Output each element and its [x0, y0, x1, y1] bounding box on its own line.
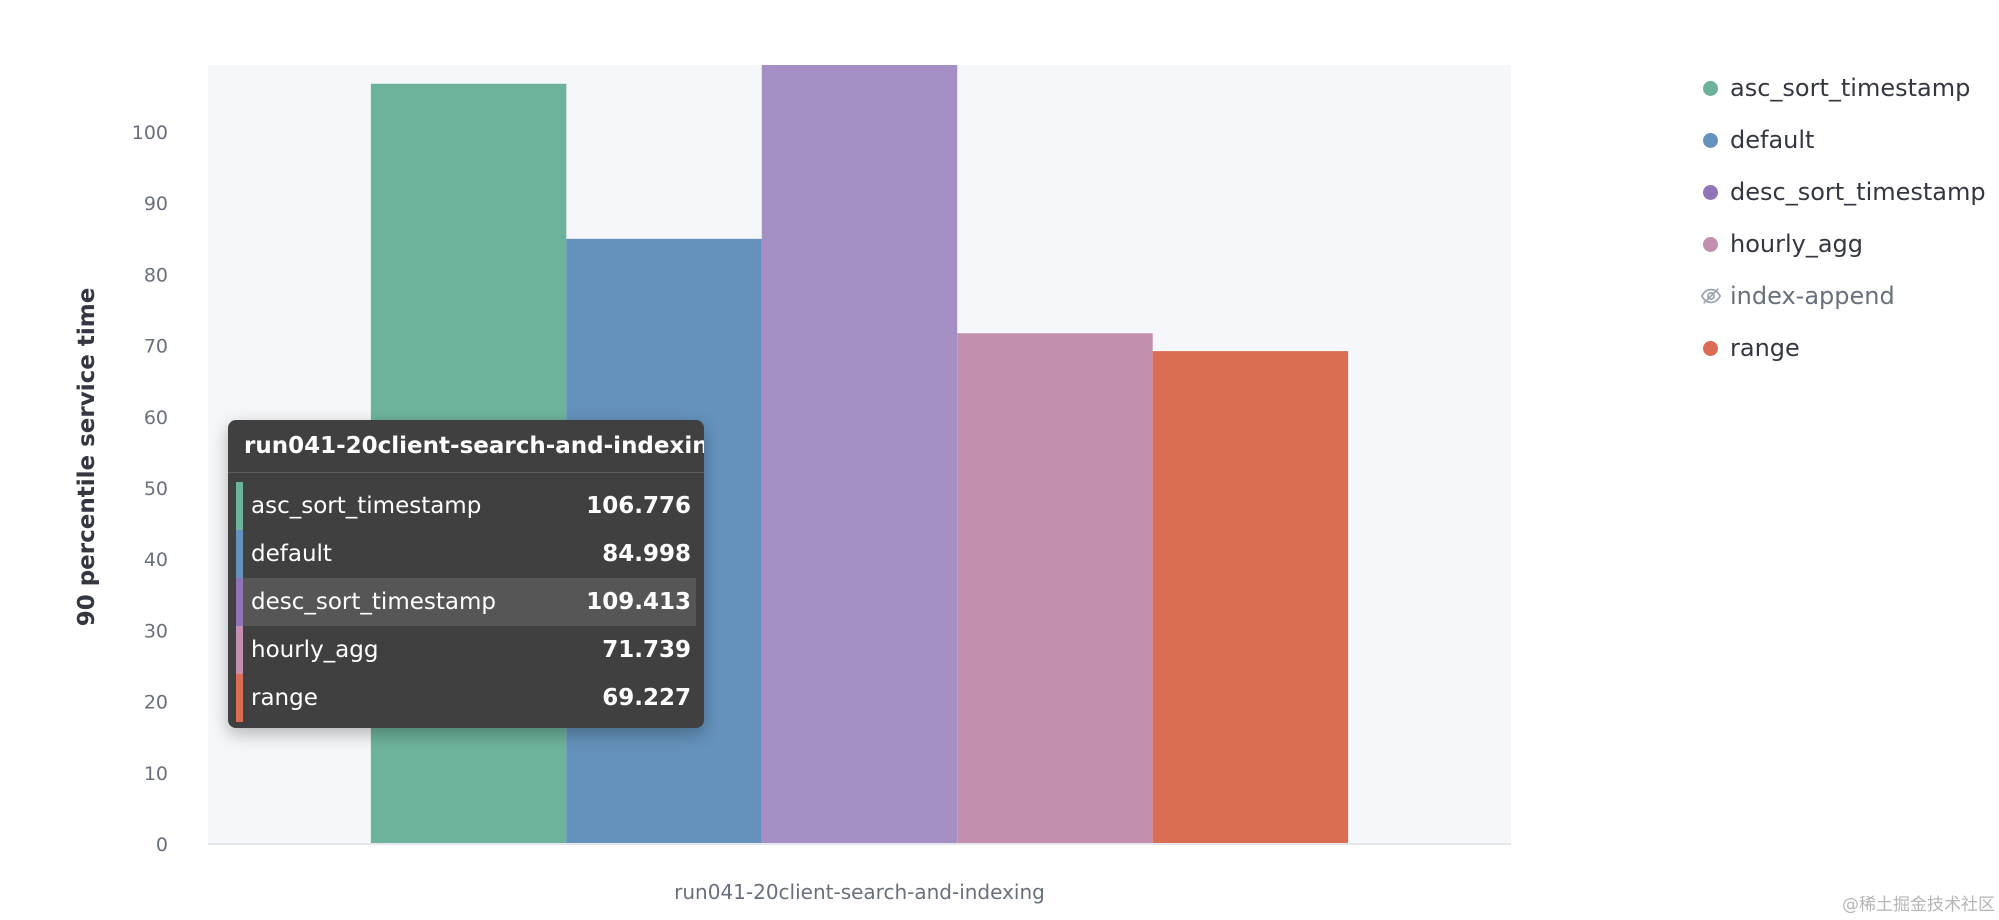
legend-item-range[interactable]: range [1700, 322, 1990, 374]
legend-label: asc_sort_timestamp [1730, 74, 1971, 102]
bar-desc-sort-timestamp[interactable] [761, 65, 958, 844]
tooltip-series-name: desc_sort_timestamp [251, 589, 496, 615]
y-tick-label: 30 [144, 620, 168, 642]
tooltip-series-name: hourly_agg [251, 637, 379, 663]
y-tick-label: 100 [132, 122, 168, 144]
tooltip-color-swatch [236, 626, 243, 674]
eye-closed-icon [1700, 288, 1722, 304]
y-axis: 0 10 20 30 40 50 60 70 80 90 100 [132, 122, 168, 856]
legend-label: hourly_agg [1730, 230, 1864, 258]
y-tick-label: 50 [144, 478, 168, 500]
legend-item-index-append[interactable]: index-append [1700, 270, 1990, 322]
y-tick-label: 90 [144, 193, 168, 215]
legend-item-hourly-agg[interactable]: hourly_agg [1700, 218, 1990, 270]
y-tick-label: 40 [144, 549, 168, 571]
y-tick-label: 0 [156, 834, 168, 856]
tooltip-series-value: 109.413 [586, 589, 691, 615]
legend-item-asc-sort-timestamp[interactable]: asc_sort_timestamp [1700, 62, 1990, 114]
y-tick-label: 10 [144, 763, 168, 785]
tooltip-color-swatch [236, 530, 243, 578]
tooltip-color-swatch [236, 482, 243, 530]
watermark: @稀土掘金技术社区 [1842, 895, 1995, 915]
tooltip-color-swatch [236, 578, 243, 626]
tooltip-series-name: range [251, 685, 318, 711]
tooltip-series-name: asc_sort_timestamp [251, 493, 482, 519]
tooltip-row: hourly_agg 71.739 [236, 626, 696, 674]
legend-label: default [1730, 126, 1815, 154]
legend-label: range [1730, 334, 1800, 362]
tooltip-series-value: 71.739 [602, 637, 691, 663]
tooltip-row: default 84.998 [236, 530, 696, 578]
legend-dot [1703, 132, 1718, 148]
legend-dot [1703, 80, 1718, 96]
tooltip-series-value: 84.998 [602, 541, 691, 567]
legend-label: desc_sort_timestamp [1730, 178, 1986, 206]
y-tick-label: 80 [144, 264, 168, 286]
x-axis: run041-20client-search-and-indexing [674, 880, 1045, 904]
legend-item-desc-sort-timestamp[interactable]: desc_sort_timestamp [1700, 166, 1990, 218]
tooltip-row: desc_sort_timestamp 109.413 [236, 578, 696, 626]
tooltip-rows: asc_sort_timestamp 106.776 default 84.998 de… [228, 473, 704, 722]
tooltip-title: run041-20client-search-and-indexing [228, 420, 704, 473]
y-tick-label: 60 [144, 407, 168, 429]
bar-hourly-agg[interactable] [957, 333, 1153, 844]
tooltip: run041-20client-search-and-indexing asc_… [228, 420, 704, 728]
legend-dot [1703, 184, 1718, 200]
legend-item-default[interactable]: default [1700, 114, 1990, 166]
legend-dot [1703, 340, 1718, 356]
legend-label: index-append [1730, 282, 1895, 310]
tooltip-series-value: 69.227 [602, 685, 691, 711]
y-tick-label: 70 [144, 336, 168, 358]
tooltip-row: range 69.227 [236, 674, 696, 722]
tooltip-row: asc_sort_timestamp 106.776 [236, 482, 696, 530]
x-tick-label: run041-20client-search-and-indexing [674, 880, 1045, 904]
y-tick-label: 20 [144, 692, 168, 714]
bar-range[interactable] [1152, 351, 1349, 844]
legend-dot [1703, 236, 1718, 252]
tooltip-series-value: 106.776 [586, 493, 691, 519]
tooltip-series-name: default [251, 541, 332, 567]
tooltip-color-swatch [236, 674, 243, 722]
y-axis-label: 90 percentile service time [74, 288, 100, 627]
